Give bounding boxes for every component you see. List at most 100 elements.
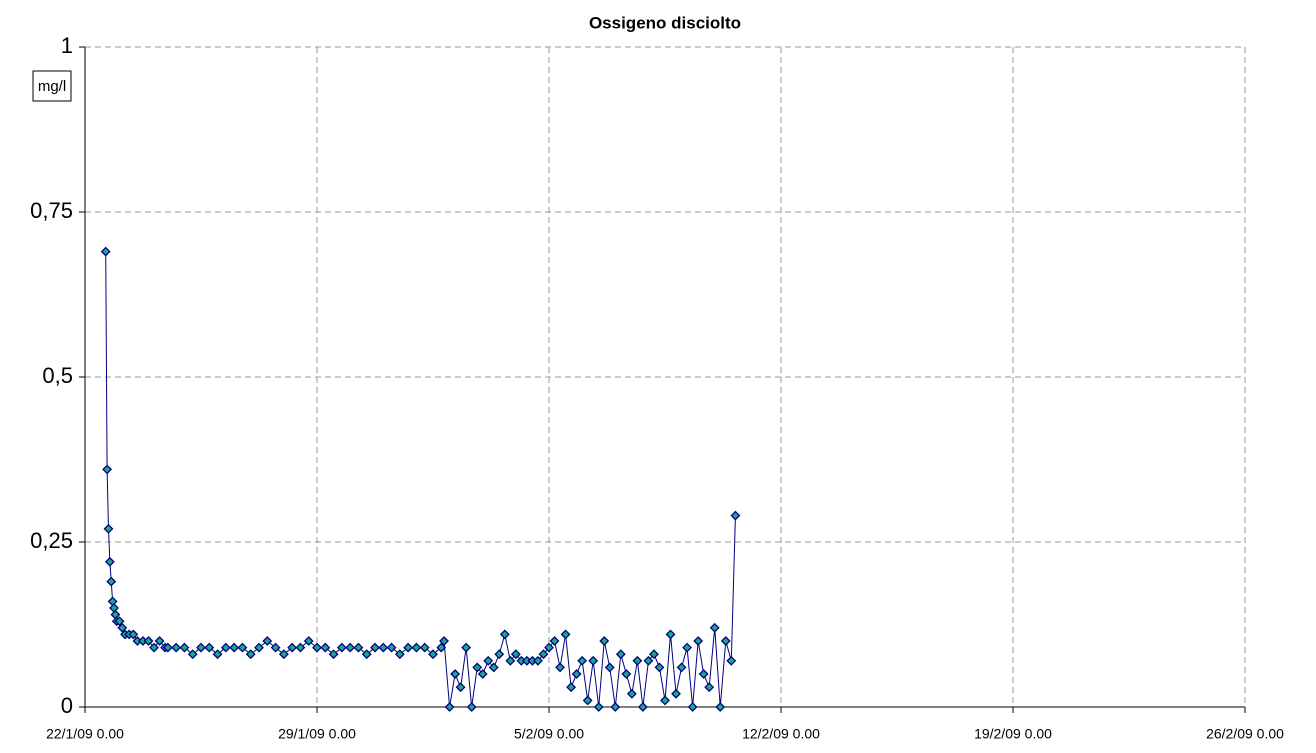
data-point — [626, 688, 637, 699]
data-point — [320, 642, 331, 653]
data-point — [632, 655, 643, 666]
data-point — [604, 662, 615, 673]
data-point — [730, 510, 741, 521]
data-point — [533, 655, 543, 666]
data-point — [510, 649, 521, 660]
data-point — [599, 636, 610, 646]
data-point — [450, 669, 461, 679]
data-point — [370, 642, 380, 653]
data-point — [704, 682, 715, 693]
data-point — [436, 642, 447, 653]
data-point — [461, 642, 472, 653]
data-point — [505, 655, 516, 666]
data-point — [162, 642, 173, 653]
y-tick-label: 0,5 — [42, 363, 73, 388]
data-point — [336, 642, 347, 653]
data-point — [287, 642, 298, 653]
data-point — [220, 642, 231, 653]
data-point — [660, 695, 670, 706]
chart-title: Ossigeno disciolto — [589, 13, 741, 32]
data-point — [245, 649, 256, 660]
data-point — [378, 642, 389, 653]
data-point — [212, 649, 223, 660]
data-point — [665, 629, 676, 640]
data-point — [237, 642, 248, 653]
data-point — [103, 523, 114, 534]
data-point — [295, 642, 306, 653]
x-tick-label: 26/2/09 0.00 — [1206, 726, 1284, 742]
data-point — [544, 642, 554, 653]
data-point — [262, 636, 273, 646]
data-point — [439, 636, 449, 646]
data-point — [171, 642, 182, 653]
data-point — [715, 702, 726, 712]
data-point — [270, 642, 281, 653]
data-point — [353, 642, 364, 653]
data-point — [109, 603, 119, 613]
data-point — [328, 649, 339, 660]
data-point — [649, 649, 659, 660]
data-point — [143, 636, 154, 646]
data-point — [477, 669, 488, 679]
data-point — [403, 642, 414, 653]
data-point — [204, 642, 215, 653]
data-point — [577, 655, 588, 666]
data-point — [693, 636, 704, 646]
data-point — [110, 609, 121, 620]
y-tick-label: 0,25 — [30, 528, 73, 553]
data-point — [419, 642, 430, 653]
data-point — [386, 642, 397, 653]
data-point — [254, 642, 264, 653]
data-point — [117, 622, 128, 633]
data-point — [610, 702, 621, 712]
data-point — [394, 649, 405, 660]
data-point — [187, 649, 198, 660]
data-point — [488, 662, 499, 673]
data-line — [105, 251, 736, 708]
x-tick-label: 5/2/09 0.00 — [514, 726, 584, 742]
data-point — [154, 636, 165, 646]
data-point — [472, 662, 483, 673]
data-point — [499, 629, 510, 640]
data-point — [104, 556, 115, 567]
data-point — [643, 655, 654, 666]
x-tick-label: 12/2/09 0.00 — [742, 726, 820, 742]
data-point — [615, 649, 626, 660]
data-point — [709, 622, 720, 633]
data-point — [698, 669, 709, 679]
data-point — [106, 576, 117, 587]
x-tick-label: 19/2/09 0.00 — [974, 726, 1052, 742]
data-point — [588, 655, 599, 666]
data-point — [571, 669, 582, 679]
y-tick-label: 1 — [61, 33, 73, 58]
data-point — [361, 649, 372, 660]
data-point — [278, 649, 289, 660]
data-point — [726, 655, 737, 666]
data-point — [671, 688, 681, 699]
y-label-box — [32, 70, 72, 102]
data-point — [229, 642, 240, 653]
data-point — [149, 642, 159, 653]
data-point — [494, 649, 505, 660]
data-point — [720, 636, 731, 646]
data-point — [428, 649, 438, 660]
data-point — [444, 702, 455, 712]
data-point — [555, 662, 565, 673]
data-point — [593, 702, 604, 712]
data-point — [560, 629, 571, 640]
data-point — [303, 636, 314, 646]
data-point — [312, 642, 322, 653]
data-point — [102, 464, 113, 475]
data-point — [345, 642, 356, 653]
data-point — [687, 702, 698, 712]
data-point — [549, 636, 560, 646]
data-point — [100, 246, 111, 257]
data-point — [196, 642, 206, 653]
data-point — [483, 655, 494, 666]
data-point — [654, 662, 665, 673]
data-point — [466, 702, 477, 712]
y-tick-label: 0 — [61, 693, 73, 718]
data-point — [114, 616, 125, 627]
